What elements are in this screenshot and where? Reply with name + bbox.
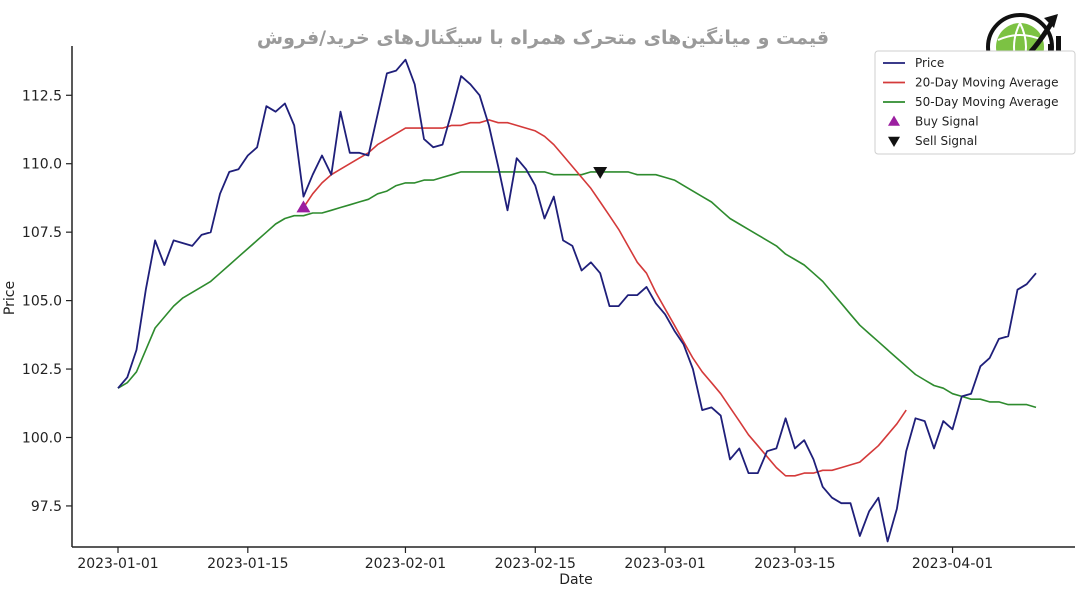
- legend-signal-marker-1: [888, 136, 900, 147]
- x-tick-label: 2023-04-01: [912, 556, 993, 572]
- sell-signal-marker: [593, 167, 608, 179]
- legend: Price 20-Day Moving Average 50-Day Moving …: [874, 50, 1076, 155]
- series-line-2: [117, 171, 1037, 409]
- x-tick-label: 2023-03-01: [624, 556, 705, 572]
- legend-label: Sell Signal: [915, 134, 977, 148]
- legend-box: [874, 50, 1076, 155]
- legend-label: 50-Day Moving Average: [915, 95, 1059, 109]
- buy-signal-marker: [296, 200, 311, 213]
- legend-signal-marker-0: [888, 115, 900, 126]
- series-layer: [117, 58, 1037, 543]
- signal-layer: [296, 167, 608, 213]
- series-line-1: [302, 119, 907, 477]
- y-tick-label: 102.5: [22, 362, 62, 378]
- legend-label: Buy Signal: [915, 115, 979, 129]
- series-line-0: [117, 58, 1037, 543]
- axes: [71, 46, 1075, 548]
- y-ticks: 97.5 100.0 102.5 105.0 107.5 110.0 112.5: [22, 88, 72, 515]
- x-ticks: 2023-01-01 2023-01-15 2023-02-01 2023-02-15…: [77, 547, 993, 572]
- x-axis-label: Date: [559, 572, 592, 588]
- legend-label: 20-Day Moving Average: [915, 76, 1059, 90]
- legend-label: Price: [915, 56, 944, 70]
- y-tick-label: 112.5: [22, 88, 62, 104]
- y-tick-label: 105.0: [22, 294, 62, 310]
- x-tick-label: 2023-01-15: [207, 556, 288, 572]
- y-tick-label: 110.0: [22, 157, 62, 173]
- y-tick-label: 97.5: [31, 499, 62, 515]
- y-tick-label: 107.5: [22, 225, 62, 241]
- x-tick-label: 2023-02-01: [365, 556, 446, 572]
- x-tick-label: 2023-03-15: [754, 556, 835, 572]
- x-tick-label: 2023-01-01: [77, 556, 158, 572]
- chart-title: قیمت و میانگین‌های متحرک همراه با سیگنال…: [257, 26, 829, 49]
- y-axis-label: Price: [2, 281, 18, 315]
- x-tick-label: 2023-02-15: [495, 556, 576, 572]
- y-tick-label: 100.0: [22, 430, 62, 446]
